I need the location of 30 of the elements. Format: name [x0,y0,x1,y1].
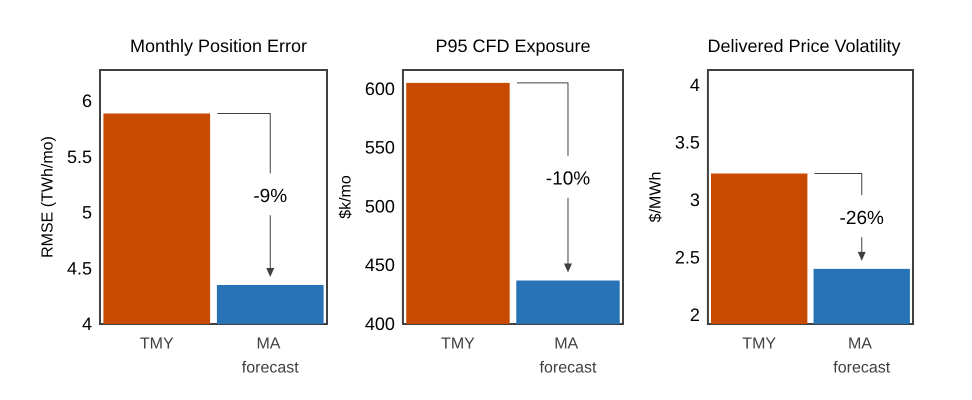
y-tick-label: 4.5 [66,258,92,278]
y-tick-label: 5.5 [66,146,92,167]
y-axis-title: $/MWh [648,172,664,222]
y-tick-label: 400 [364,314,395,334]
y-tick-label: 4 [690,74,700,95]
x-tick-label: TMY [742,336,776,352]
x-tick-label: TMY [140,336,174,352]
x-tick-label: MA forecast [242,336,300,376]
y-tick-label: 3 [690,190,700,210]
y-tick-label: 2.5 [674,247,700,268]
y-tick-label: 2 [690,304,700,325]
y-axis-title: $k/mo [338,175,354,219]
y-tick-label: 550 [364,138,395,158]
x-tick-label: MA forecast [833,336,891,376]
x-tick-label: MA forecast [540,336,597,376]
chart-title: P95 CFD Exposure [435,36,591,56]
annotation: -9% [253,186,288,208]
y-tick-label: 600 [364,78,395,99]
annotation: -26% [840,208,884,230]
chart-title: Delivered Price Volatility [707,36,901,56]
x-tick-label: TMY [441,336,476,352]
y-tick-label: 4 [82,314,92,334]
y-tick-label: 5 [82,202,92,223]
y-tick-label: 500 [364,196,395,216]
y-axis-title: RMSE (TWh/mo) [40,136,57,258]
annotation: -10% [546,168,590,190]
chart-title: Monthly Position Error [130,36,308,56]
y-tick-label: 6 [82,91,92,112]
y-tick-label: 450 [364,255,395,276]
y-tick-label: 3.5 [674,132,700,152]
